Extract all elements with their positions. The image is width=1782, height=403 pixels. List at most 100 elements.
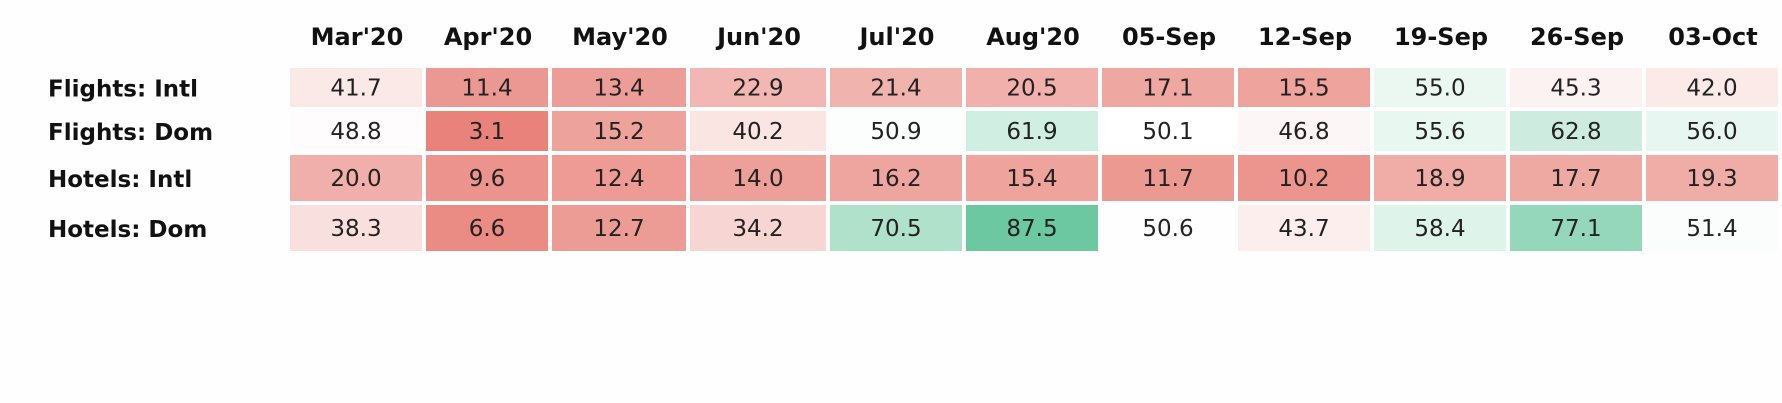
heatmap-cell bbox=[290, 68, 422, 107]
cell-value-label: 55.6 bbox=[1414, 119, 1465, 145]
column-header: Aug'20 bbox=[986, 23, 1080, 51]
heatmap-cell bbox=[552, 155, 686, 201]
heatmap-cell bbox=[1374, 205, 1506, 251]
heatmap-cell bbox=[690, 111, 826, 151]
heatmap-cell bbox=[426, 205, 548, 251]
cell-value-label: 17.1 bbox=[1142, 76, 1193, 102]
heatmap-cell bbox=[1238, 205, 1370, 251]
heatmap-cell bbox=[426, 111, 548, 151]
cell-value-label: 70.5 bbox=[870, 216, 921, 242]
heatmap-cell bbox=[290, 155, 422, 201]
heatmap-cell bbox=[1102, 111, 1234, 151]
heatmap-cell bbox=[1374, 68, 1506, 107]
heatmap-cell bbox=[290, 111, 422, 151]
cell-value-label: 62.8 bbox=[1550, 119, 1601, 145]
cell-value-label: 40.2 bbox=[732, 119, 783, 145]
heatmap-cell bbox=[966, 155, 1098, 201]
heatmap-cell bbox=[1238, 111, 1370, 151]
cell-value-label: 55.0 bbox=[1414, 76, 1465, 102]
heatmap-cell bbox=[966, 111, 1098, 151]
heatmap-cell bbox=[830, 68, 962, 107]
row-label: Hotels: Dom bbox=[48, 217, 207, 243]
heatmap-cell bbox=[552, 68, 686, 107]
cell-value-label: 10.2 bbox=[1278, 166, 1329, 192]
heatmap-cell bbox=[830, 205, 962, 251]
cell-value-label: 50.6 bbox=[1142, 216, 1193, 242]
cell-value-label: 87.5 bbox=[1006, 216, 1057, 242]
cell-value-label: 50.9 bbox=[870, 119, 921, 145]
heatmap-cell bbox=[1374, 111, 1506, 151]
heatmap-cell bbox=[290, 205, 422, 251]
cell-value-label: 42.0 bbox=[1686, 76, 1737, 102]
column-header: 03-Oct bbox=[1668, 23, 1757, 51]
heatmap-cell bbox=[966, 68, 1098, 107]
cell-value-label: 77.1 bbox=[1550, 216, 1601, 242]
heatmap-cell bbox=[830, 111, 962, 151]
cell-value-label: 20.5 bbox=[1006, 76, 1057, 102]
column-header: 05-Sep bbox=[1122, 23, 1216, 51]
cell-value-label: 46.8 bbox=[1278, 119, 1329, 145]
heatmap-cell bbox=[1102, 205, 1234, 251]
cell-value-label: 43.7 bbox=[1278, 216, 1329, 242]
heatmap-cell bbox=[830, 155, 962, 201]
heatmap-cell bbox=[426, 68, 548, 107]
cell-value-label: 15.2 bbox=[593, 119, 644, 145]
heatmap-cell bbox=[690, 155, 826, 201]
cell-value-label: 13.4 bbox=[593, 76, 644, 102]
cell-value-label: 61.9 bbox=[1006, 119, 1057, 145]
cell-value-label: 21.4 bbox=[870, 76, 921, 102]
heatmap-cell bbox=[1374, 155, 1506, 201]
cell-value-label: 50.1 bbox=[1142, 119, 1193, 145]
cell-value-label: 15.5 bbox=[1278, 76, 1329, 102]
heatmap-cell bbox=[1510, 68, 1642, 107]
heatmap-cell bbox=[1646, 205, 1778, 251]
heatmap-cell bbox=[690, 68, 826, 107]
cell-value-label: 38.3 bbox=[330, 216, 381, 242]
heatmap-cell bbox=[1510, 111, 1642, 151]
heatmap-cells: 41.7 11.4 13.4 22.9 21.4 20.5 17.1 15.5 55.0 45.3… bbox=[290, 68, 1778, 251]
heatmap-cell bbox=[552, 205, 686, 251]
row-label: Flights: Intl bbox=[48, 77, 198, 103]
cell-value-label: 56.0 bbox=[1686, 119, 1737, 145]
cell-value-label: 12.7 bbox=[593, 216, 644, 242]
cell-value-label: 48.8 bbox=[330, 119, 381, 145]
cell-value-label: 9.6 bbox=[469, 166, 506, 192]
cell-value-label: 3.1 bbox=[469, 119, 506, 145]
heatmap-cell bbox=[1238, 68, 1370, 107]
cell-value-label: 18.9 bbox=[1414, 166, 1465, 192]
heatmap-cell bbox=[1102, 155, 1234, 201]
heatmap-cell bbox=[1510, 155, 1642, 201]
column-header: Jun'20 bbox=[715, 23, 801, 51]
cell-value-label: 22.9 bbox=[732, 76, 783, 102]
cell-value-label: 17.7 bbox=[1550, 166, 1601, 192]
heatmap-cell bbox=[426, 155, 548, 201]
heatmap-cell bbox=[1646, 111, 1778, 151]
cell-value-label: 6.6 bbox=[469, 216, 506, 242]
column-header: Apr'20 bbox=[444, 23, 532, 51]
column-header: Jul'20 bbox=[858, 23, 935, 51]
cell-value-label: 15.4 bbox=[1006, 166, 1057, 192]
column-header: May'20 bbox=[572, 23, 668, 51]
cell-value-label: 51.4 bbox=[1686, 216, 1737, 242]
cell-value-label: 45.3 bbox=[1550, 76, 1601, 102]
heatmap-cell bbox=[552, 111, 686, 151]
row-labels: Flights: Intl Flights: Dom Hotels: Intl Hot… bbox=[48, 77, 213, 244]
column-header: Mar'20 bbox=[311, 23, 404, 51]
column-header: 19-Sep bbox=[1394, 23, 1488, 51]
cell-value-label: 14.0 bbox=[732, 166, 783, 192]
heatmap-cell bbox=[1102, 68, 1234, 107]
column-header: 26-Sep bbox=[1530, 23, 1624, 51]
heatmap-cell bbox=[1238, 155, 1370, 201]
column-header: 12-Sep bbox=[1258, 23, 1352, 51]
row-label: Flights: Dom bbox=[48, 120, 213, 146]
cell-value-label: 58.4 bbox=[1414, 216, 1465, 242]
heatmap-cell bbox=[966, 205, 1098, 251]
cell-value-label: 12.4 bbox=[593, 166, 644, 192]
cell-value-label: 19.3 bbox=[1686, 166, 1737, 192]
heatmap-cell bbox=[1646, 155, 1778, 201]
cell-value-label: 20.0 bbox=[330, 166, 381, 192]
heatmap-cell bbox=[1646, 68, 1778, 107]
heatmap-cell bbox=[690, 205, 826, 251]
row-label: Hotels: Intl bbox=[48, 167, 192, 193]
